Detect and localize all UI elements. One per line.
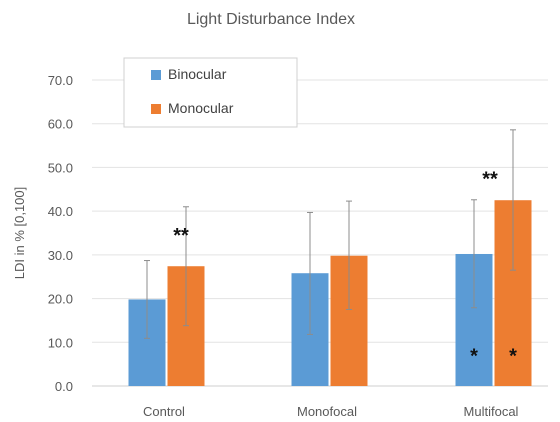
significance-annotation: **: [482, 168, 498, 190]
legend-label-monocular: Monocular: [168, 100, 234, 116]
y-tick-label: 10.0: [48, 335, 73, 350]
legend: Binocular Monocular: [123, 57, 298, 128]
legend-swatch-monocular: [151, 104, 161, 114]
significance-annotation: **: [173, 225, 189, 247]
legend-swatch-binocular: [151, 70, 161, 80]
y-tick-label: 40.0: [48, 204, 73, 219]
labels-layer: 0.0 10.0 20.0 30.0 40.0 50.0 60.0 70.0 Control Mo…: [48, 73, 519, 419]
chart-title: Light Disturbance Index: [187, 11, 355, 28]
y-tick-label: 30.0: [48, 248, 73, 263]
chart-title-group: Light Disturbance Index: [187, 11, 355, 28]
y-tick-label: 70.0: [48, 73, 73, 88]
y-tick-label: 50.0: [48, 160, 73, 175]
x-tick-label-monofocal: Monofocal: [297, 404, 357, 419]
error-bars-layer: [144, 129, 516, 339]
x-tick-label-control: Control: [143, 404, 185, 419]
significance-annotation: *: [470, 345, 478, 367]
annotations-layer: ***** *: [173, 168, 517, 367]
y-axis-title: LDI in % [0,100]: [12, 187, 27, 280]
y-tick-label: 60.0: [48, 117, 73, 132]
x-tick-label-multifocal: Multifocal: [464, 404, 519, 419]
y-axis-title-group: LDI in % [0,100]: [12, 187, 27, 280]
significance-annotation: *: [509, 345, 517, 367]
y-tick-label: 0.0: [55, 379, 73, 394]
legend-box: [123, 57, 298, 128]
y-tick-label: 20.0: [48, 292, 73, 307]
legend-label-binocular: Binocular: [168, 66, 227, 82]
